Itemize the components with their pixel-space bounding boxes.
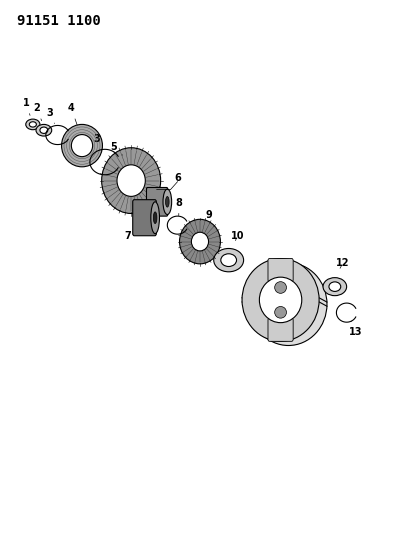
Text: 10: 10 (230, 231, 244, 241)
Ellipse shape (275, 281, 286, 293)
Ellipse shape (102, 148, 161, 214)
Text: 6: 6 (174, 173, 181, 183)
Ellipse shape (36, 124, 52, 136)
FancyBboxPatch shape (268, 259, 293, 282)
Ellipse shape (221, 254, 236, 266)
Ellipse shape (61, 124, 103, 167)
FancyBboxPatch shape (133, 200, 156, 236)
Ellipse shape (275, 306, 286, 318)
Text: 91151 1100: 91151 1100 (17, 14, 101, 28)
Text: 4: 4 (68, 103, 77, 125)
Ellipse shape (29, 122, 36, 127)
FancyBboxPatch shape (268, 318, 293, 341)
Text: 7: 7 (125, 231, 138, 241)
Text: 1: 1 (23, 98, 30, 115)
Ellipse shape (329, 282, 341, 292)
Ellipse shape (117, 165, 145, 196)
Text: 11: 11 (259, 321, 272, 331)
Ellipse shape (214, 248, 244, 272)
Ellipse shape (166, 197, 169, 207)
Text: 8: 8 (176, 198, 183, 216)
Ellipse shape (26, 119, 40, 130)
Text: 5: 5 (110, 142, 122, 155)
Text: 13: 13 (348, 321, 362, 337)
FancyBboxPatch shape (147, 188, 168, 216)
Text: 3: 3 (46, 108, 55, 124)
Text: 2: 2 (33, 103, 42, 121)
Ellipse shape (323, 278, 346, 296)
Ellipse shape (153, 212, 157, 223)
Ellipse shape (179, 219, 221, 264)
Text: 12: 12 (336, 259, 349, 268)
Ellipse shape (242, 259, 319, 341)
Ellipse shape (191, 232, 209, 251)
Ellipse shape (71, 134, 93, 157)
Ellipse shape (250, 263, 327, 345)
Ellipse shape (163, 189, 171, 215)
Ellipse shape (259, 277, 302, 322)
Text: 3: 3 (93, 134, 102, 150)
Ellipse shape (151, 202, 160, 233)
Ellipse shape (40, 127, 48, 133)
Text: 9: 9 (206, 209, 212, 220)
